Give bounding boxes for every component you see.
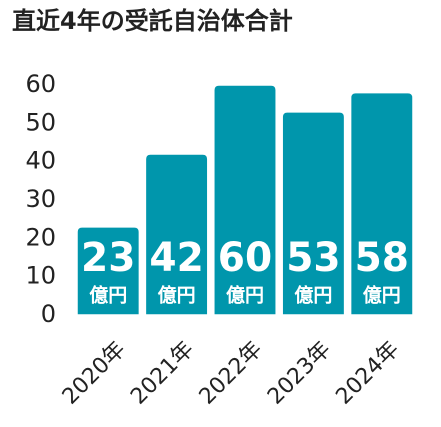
bar <box>349 91 414 316</box>
value-unit: 億円 <box>226 284 264 307</box>
value-label: 53 <box>286 235 340 281</box>
y-tick-label: 50 <box>25 108 56 136</box>
x-tick-label: 2020年 <box>58 337 131 410</box>
bar <box>76 226 141 316</box>
value-label: 58 <box>355 235 409 281</box>
value-label: 42 <box>149 235 203 281</box>
value-unit: 億円 <box>158 284 196 307</box>
value-unit: 億円 <box>363 284 401 307</box>
value-label: 60 <box>218 235 272 281</box>
x-tick-label: 2021年 <box>126 337 199 410</box>
y-tick-label: 40 <box>25 147 56 175</box>
y-tick-label: 60 <box>25 70 56 98</box>
y-tick-label: 20 <box>25 223 56 251</box>
value-label: 23 <box>81 235 135 281</box>
chart-title: 直近4年の受託自治体合計 <box>12 7 293 35</box>
value-unit: 億円 <box>89 284 127 307</box>
value-unit: 億円 <box>294 284 332 307</box>
y-tick-label: 30 <box>25 185 56 213</box>
bar <box>281 111 346 316</box>
x-tick-label: 2022年 <box>195 337 268 410</box>
bar <box>213 84 277 316</box>
x-tick-label: 2023年 <box>263 337 336 410</box>
bar <box>144 153 209 316</box>
y-tick-label: 10 <box>25 262 56 290</box>
x-tick-label: 2024年 <box>331 337 404 410</box>
y-tick-label: 0 <box>41 300 56 328</box>
